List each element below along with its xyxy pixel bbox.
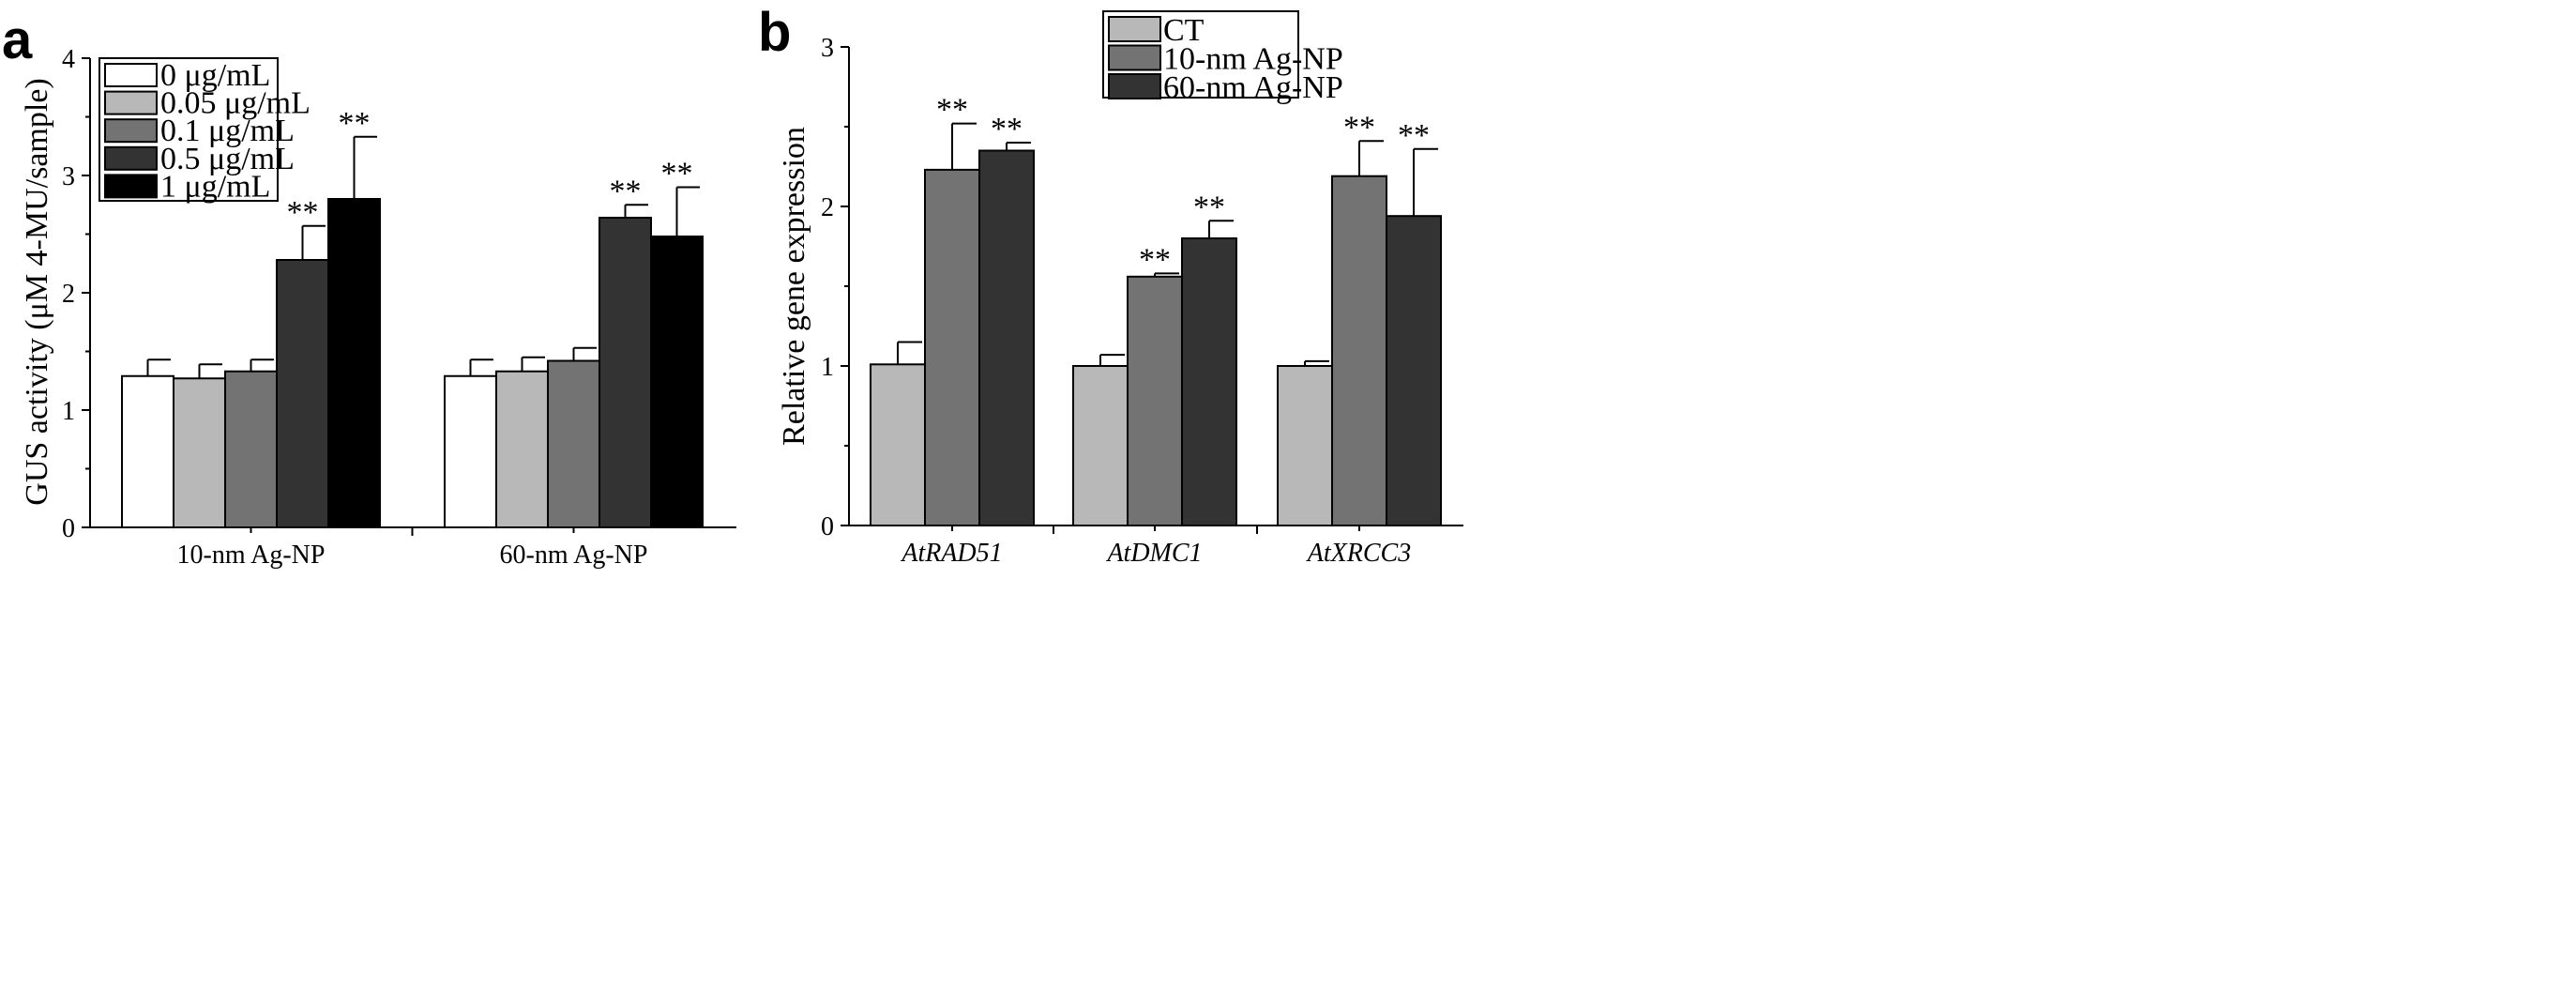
bar	[547, 359, 600, 528]
bar	[1277, 365, 1333, 526]
x-category-label: 10-nm Ag-NP	[177, 541, 326, 570]
significance-label: **	[287, 195, 319, 230]
x-category-label: 60-nm Ag-NP	[500, 541, 648, 570]
legend-entry: 0.1 μg/mL	[160, 114, 295, 148]
bar	[327, 198, 381, 528]
bar	[173, 377, 226, 528]
y-tick-label: 2	[62, 280, 75, 309]
bar	[276, 259, 329, 528]
bar	[924, 168, 980, 526]
legend-entry: 1 μg/mL	[160, 169, 270, 204]
legend-swatch	[104, 90, 158, 115]
bar	[1331, 175, 1387, 526]
legend-entry: 0 μg/mL	[160, 58, 270, 93]
legend-swatch	[104, 118, 158, 144]
legend-entry: CT	[1163, 13, 1205, 48]
legend-entry: 10-nm Ag-NP	[1163, 42, 1343, 77]
bar	[978, 149, 1035, 526]
panel-label: b	[758, 2, 791, 63]
y-tick-label: 3	[62, 162, 75, 191]
significance-label: **	[661, 157, 693, 191]
x-category-label: AtXRCC3	[1306, 539, 1411, 568]
bar	[495, 370, 549, 528]
significance-label: **	[1193, 190, 1225, 224]
y-tick-label: 2	[821, 193, 834, 222]
y-axis-title: Relative gene expression	[777, 127, 811, 446]
bar	[870, 363, 926, 526]
y-tick-label: 4	[62, 45, 75, 74]
legend-swatch	[1108, 16, 1161, 42]
bar	[650, 236, 704, 528]
y-tick-label: 1	[62, 397, 75, 426]
y-tick-label: 0	[62, 514, 75, 543]
significance-label: **	[339, 106, 371, 141]
y-axis-title: GUS activity (μM 4-MU/sample)	[20, 78, 54, 505]
bar	[1127, 275, 1183, 526]
y-tick-label: 0	[821, 512, 834, 541]
significance-label: **	[936, 93, 968, 128]
significance-label: **	[1398, 118, 1430, 153]
legend-swatch	[104, 63, 158, 87]
legend-swatch	[1108, 44, 1161, 71]
legend-swatch	[104, 174, 158, 199]
legend: 0 μg/mL0.05 μg/mL0.1 μg/mL0.5 μg/mL1 μg/…	[98, 57, 311, 204]
significance-label: **	[991, 112, 1023, 146]
significance-label: **	[1343, 110, 1375, 145]
legend-swatch	[1108, 73, 1161, 99]
x-category-label: AtDMC1	[1105, 539, 1202, 568]
bar	[1181, 237, 1237, 526]
bar	[599, 217, 652, 528]
x-category-label: AtRAD51	[900, 539, 1002, 568]
y-tick-label: 3	[821, 34, 834, 63]
bar	[1386, 215, 1442, 526]
bar	[121, 374, 174, 528]
panel-label: a	[2, 9, 33, 70]
legend-swatch	[104, 145, 158, 171]
legend-entry: 0.05 μg/mL	[160, 86, 311, 121]
y-tick-label: 1	[821, 353, 834, 382]
bar	[1072, 365, 1129, 526]
bar	[224, 370, 278, 528]
panel-a-chart: a 0 1 2 3 4 GUS activity (μM 4-MU/sample) ** ** 1…	[2, 9, 736, 570]
significance-label: **	[610, 174, 642, 208]
legend-entry: 60-nm Ag-NP	[1163, 70, 1343, 105]
panel-b-chart: b 0 1 2 3 Relative gene expression ** ** AtRAD51…	[758, 2, 1463, 568]
legend-entry: 0.5 μg/mL	[160, 142, 295, 176]
bar	[444, 374, 497, 528]
significance-label: **	[1139, 242, 1171, 277]
